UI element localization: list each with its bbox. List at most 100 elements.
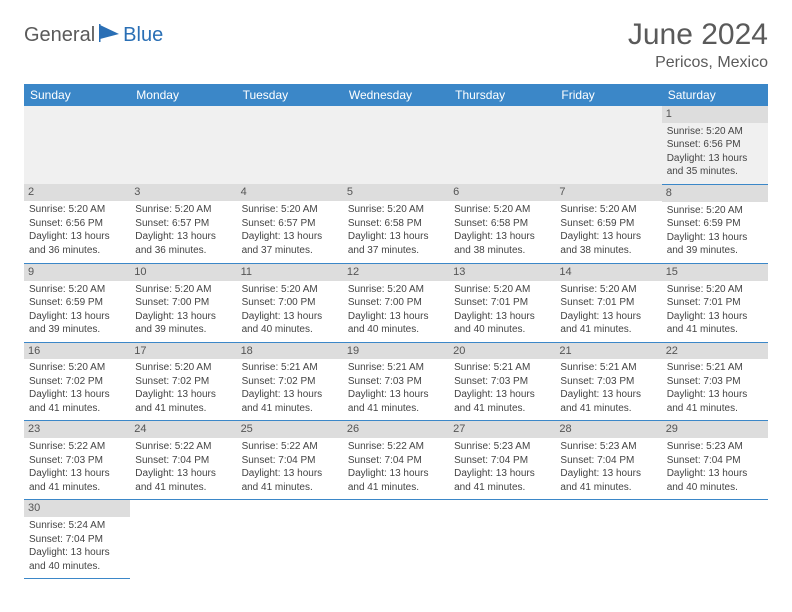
sunset-text: Sunset: 6:59 PM: [667, 217, 763, 231]
sunrise-text: Sunrise: 5:22 AM: [242, 440, 338, 454]
sunrise-text: Sunrise: 5:20 AM: [135, 283, 231, 297]
day-number: 26: [343, 421, 449, 438]
daylight-text: and 37 minutes.: [242, 244, 338, 258]
sunset-text: Sunset: 7:04 PM: [560, 454, 656, 468]
day-number: 17: [130, 343, 236, 360]
sunrise-text: Sunrise: 5:21 AM: [348, 361, 444, 375]
day-number: 7: [555, 184, 661, 201]
calendar-table: SundayMondayTuesdayWednesdayThursdayFrid…: [24, 84, 768, 579]
sunrise-text: Sunrise: 5:23 AM: [667, 440, 763, 454]
title-block: June 2024 Pericos, Mexico: [628, 18, 768, 72]
calendar-week-row: 2Sunrise: 5:20 AMSunset: 6:56 PMDaylight…: [24, 184, 768, 263]
calendar-cell: 8Sunrise: 5:20 AMSunset: 6:59 PMDaylight…: [662, 184, 768, 263]
sunset-text: Sunset: 7:03 PM: [348, 375, 444, 389]
sunset-text: Sunset: 6:59 PM: [29, 296, 125, 310]
daylight-text: Daylight: 13 hours: [348, 230, 444, 244]
day-number: 12: [343, 264, 449, 281]
calendar-cell: 29Sunrise: 5:23 AMSunset: 7:04 PMDayligh…: [662, 421, 768, 500]
brand-part2: Blue: [123, 24, 163, 47]
calendar-cell: 7Sunrise: 5:20 AMSunset: 6:59 PMDaylight…: [555, 184, 661, 263]
daylight-text: Daylight: 13 hours: [135, 388, 231, 402]
daylight-text: and 35 minutes.: [667, 165, 763, 179]
sunrise-text: Sunrise: 5:22 AM: [135, 440, 231, 454]
daylight-text: and 39 minutes.: [667, 244, 763, 258]
daylight-text: and 41 minutes.: [348, 481, 444, 495]
sunset-text: Sunset: 7:00 PM: [242, 296, 338, 310]
sunset-text: Sunset: 7:04 PM: [242, 454, 338, 468]
sunset-text: Sunset: 7:01 PM: [454, 296, 550, 310]
sunset-text: Sunset: 7:01 PM: [667, 296, 763, 310]
daylight-text: Daylight: 13 hours: [29, 546, 125, 560]
calendar-cell: 19Sunrise: 5:21 AMSunset: 7:03 PMDayligh…: [343, 342, 449, 421]
weekday-header: Wednesday: [343, 84, 449, 106]
daylight-text: and 41 minutes.: [560, 323, 656, 337]
daylight-text: and 39 minutes.: [29, 323, 125, 337]
sunrise-text: Sunrise: 5:21 AM: [242, 361, 338, 375]
sunset-text: Sunset: 7:03 PM: [29, 454, 125, 468]
calendar-cell: [662, 500, 768, 579]
calendar-cell: [343, 500, 449, 579]
calendar-cell: 15 Sunrise: 5:20 AMSunset: 7:01 PMDayligh…: [662, 263, 768, 342]
sunrise-text: Sunrise: 5:20 AM: [135, 361, 231, 375]
calendar-cell: 23Sunrise: 5:22 AMSunset: 7:03 PMDayligh…: [24, 421, 130, 500]
calendar-cell: 1Sunrise: 5:20 AMSunset: 6:56 PMDaylight…: [662, 106, 768, 184]
daylight-text: Daylight: 13 hours: [29, 467, 125, 481]
day-number: 25: [237, 421, 343, 438]
daylight-text: Daylight: 13 hours: [348, 388, 444, 402]
calendar-week-row: 9Sunrise: 5:20 AMSunset: 6:59 PMDaylight…: [24, 263, 768, 342]
calendar-cell: [237, 500, 343, 579]
day-number: 24: [130, 421, 236, 438]
flag-icon: [99, 24, 121, 47]
daylight-text: and 41 minutes.: [560, 402, 656, 416]
sunrise-text: Sunrise: 5:20 AM: [242, 283, 338, 297]
calendar-cell: 25 Sunrise: 5:22 AMSunset: 7:04 PMDayligh…: [237, 421, 343, 500]
daylight-text: Daylight: 13 hours: [242, 467, 338, 481]
sunset-text: Sunset: 7:04 PM: [454, 454, 550, 468]
weekday-header: Thursday: [449, 84, 555, 106]
sunrise-text: Sunrise: 5:20 AM: [454, 203, 550, 217]
daylight-text: and 39 minutes.: [135, 323, 231, 337]
day-number: 15: [662, 264, 768, 281]
sunrise-text: Sunrise: 5:21 AM: [560, 361, 656, 375]
calendar-cell: 20Sunrise: 5:21 AMSunset: 7:03 PMDayligh…: [449, 342, 555, 421]
calendar-cell: 30Sunrise: 5:24 AMSunset: 7:04 PMDayligh…: [24, 500, 130, 579]
day-number: 30: [24, 500, 130, 517]
daylight-text: and 40 minutes.: [348, 323, 444, 337]
calendar-cell: 17Sunrise: 5:20 AMSunset: 7:02 PMDayligh…: [130, 342, 236, 421]
sunrise-text: Sunrise: 5:20 AM: [29, 203, 125, 217]
sunset-text: Sunset: 7:02 PM: [29, 375, 125, 389]
calendar-cell: [449, 106, 555, 184]
sunset-text: Sunset: 7:03 PM: [667, 375, 763, 389]
daylight-text: and 41 minutes.: [135, 402, 231, 416]
calendar-cell: [555, 106, 661, 184]
day-number: 8: [662, 185, 768, 202]
daylight-text: and 41 minutes.: [560, 481, 656, 495]
day-number: 20: [449, 343, 555, 360]
sunrise-text: Sunrise: 5:20 AM: [29, 283, 125, 297]
day-number: 10: [130, 264, 236, 281]
day-number: 14: [555, 264, 661, 281]
day-number: 1: [662, 106, 768, 123]
weekday-header: Tuesday: [237, 84, 343, 106]
daylight-text: and 41 minutes.: [29, 402, 125, 416]
daylight-text: Daylight: 13 hours: [29, 310, 125, 324]
day-number: 22: [662, 343, 768, 360]
daylight-text: Daylight: 13 hours: [667, 310, 763, 324]
sunset-text: Sunset: 7:04 PM: [29, 533, 125, 547]
sunrise-text: Sunrise: 5:20 AM: [348, 283, 444, 297]
calendar-cell: 9Sunrise: 5:20 AMSunset: 6:59 PMDaylight…: [24, 263, 130, 342]
sunset-text: Sunset: 7:03 PM: [560, 375, 656, 389]
daylight-text: and 37 minutes.: [348, 244, 444, 258]
daylight-text: Daylight: 13 hours: [454, 310, 550, 324]
calendar-cell: 16Sunrise: 5:20 AMSunset: 7:02 PMDayligh…: [24, 342, 130, 421]
day-number: 23: [24, 421, 130, 438]
daylight-text: Daylight: 13 hours: [667, 152, 763, 166]
daylight-text: Daylight: 13 hours: [667, 231, 763, 245]
sunrise-text: Sunrise: 5:20 AM: [667, 283, 763, 297]
daylight-text: Daylight: 13 hours: [560, 310, 656, 324]
daylight-text: and 40 minutes.: [29, 560, 125, 574]
sunset-text: Sunset: 7:04 PM: [667, 454, 763, 468]
daylight-text: Daylight: 13 hours: [454, 388, 550, 402]
calendar-cell: 12Sunrise: 5:20 AMSunset: 7:00 PMDayligh…: [343, 263, 449, 342]
weekday-header: Friday: [555, 84, 661, 106]
